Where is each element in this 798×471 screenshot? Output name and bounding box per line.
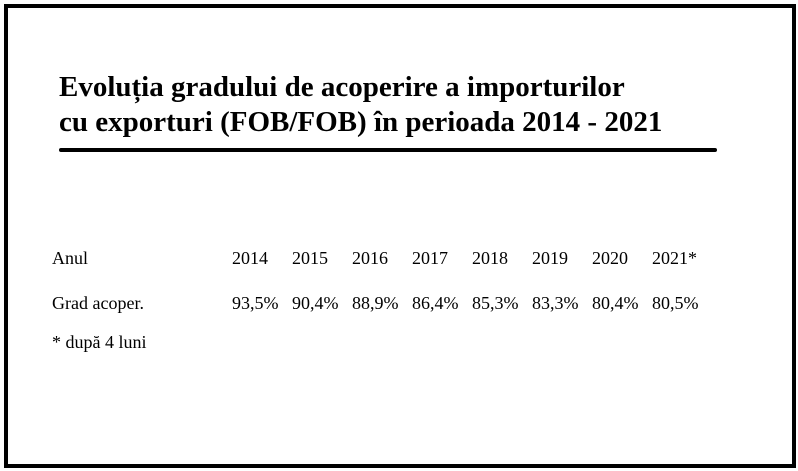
coverage-cell: 80,4% [592,293,639,313]
coverage-cell: 86,4% [412,293,459,313]
footnote: * după 4 luni [52,332,147,352]
year-cell: 2018 [472,248,508,268]
coverage-cell: 90,4% [292,293,339,313]
title-line-1: Evoluția gradului de acoperire a importu… [59,71,625,103]
year-cell: 2015 [292,248,328,268]
year-cell: 2019 [532,248,568,268]
year-cell: 2014 [232,248,268,268]
row-label-coverage: Grad acoper. [52,293,144,313]
coverage-cell: 88,9% [352,293,399,313]
coverage-cell: 83,3% [532,293,579,313]
coverage-cell: 93,5% [232,293,279,313]
year-cell: 2017 [412,248,448,268]
year-cell: 2021* [652,248,697,268]
coverage-table: Anul 2014 2015 2016 2017 2018 2019 2020 … [52,236,712,326]
table-row-coverage: Grad acoper. 93,5% 90,4% 88,9% 86,4% 85,… [52,281,712,326]
title-underline [59,148,717,152]
year-cell: 2020 [592,248,628,268]
coverage-cell: 80,5% [652,293,699,313]
document-frame: Evoluția gradului de acoperire a importu… [4,4,796,468]
year-cell: 2016 [352,248,388,268]
title-line-2: cu exporturi (FOB/FOB) în perioada 2014 … [59,106,663,138]
page-title: Evoluția gradului de acoperire a importu… [59,70,662,140]
row-label-year: Anul [52,248,88,268]
table-row-years: Anul 2014 2015 2016 2017 2018 2019 2020 … [52,236,712,281]
coverage-cell: 85,3% [472,293,519,313]
